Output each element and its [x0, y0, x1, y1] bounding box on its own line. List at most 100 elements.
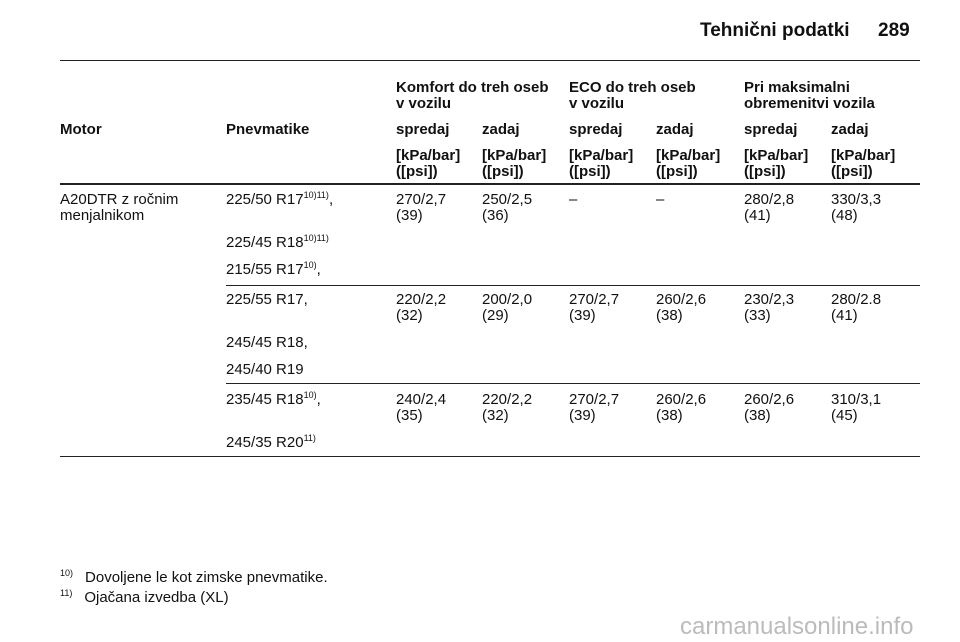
- unit-header-line: ([psi]): [831, 163, 873, 180]
- motor-line: menjalnikom: [60, 207, 145, 224]
- pressure-cell-line: 240/2,4: [396, 391, 447, 408]
- pressure-cell-line: 270/2,7: [569, 291, 620, 308]
- group-header: ECO do treh oseb v vozilu: [569, 80, 696, 112]
- column-label: zadaj: [482, 121, 520, 138]
- pressure-cell-line: (41): [831, 307, 858, 324]
- tire-size: 235/45 R1810),: [226, 391, 321, 408]
- pressure-cell-line: (38): [744, 407, 771, 424]
- group-header-line: obremenitvi vozila: [744, 95, 875, 112]
- motor: A20DTR z ročnim menjalnikom: [60, 192, 178, 224]
- group-header-line: ECO do treh oseb: [569, 79, 696, 96]
- motor-line: A20DTR z ročnim: [60, 191, 179, 208]
- unit-header: [kPa/bar] ([psi]): [396, 148, 460, 180]
- unit-header: [kPa/bar] ([psi]): [831, 148, 895, 180]
- pressure-cell-line: 260/2,6: [656, 391, 707, 408]
- group-header: Komfort do treh oseb v vozilu: [396, 80, 549, 112]
- pressure-cell: 280/2.8 (41): [831, 292, 881, 324]
- pressure-cell-line: (41): [744, 207, 771, 224]
- pressure-cell: 260/2,6 (38): [656, 392, 706, 424]
- pressure-cell-line: (29): [482, 307, 509, 324]
- tire-text: 245/45 R18,: [226, 334, 308, 351]
- tire-size: 245/40 R19: [226, 362, 304, 378]
- pressure-cell: 220/2,2 (32): [482, 392, 532, 424]
- pressure-cell: –: [569, 192, 577, 208]
- tire-text: 225/45 R18: [226, 234, 304, 251]
- pressure-cell-line: (32): [482, 407, 509, 424]
- page-title: Tehnični podatki: [700, 20, 850, 41]
- pressure-cell: 270/2,7 (39): [396, 192, 446, 224]
- group-header-line: v vozilu: [396, 95, 452, 112]
- column-label: spredaj: [396, 121, 450, 138]
- group-header: Pri maksimalni obremenitvi vozila: [744, 80, 875, 112]
- pressure-cell-line: 280/2.8: [831, 291, 882, 308]
- rule: [60, 60, 920, 61]
- column-header: zadaj: [831, 122, 869, 138]
- pressure-cell-line: (33): [744, 307, 771, 324]
- tire-suffix: ,: [328, 191, 334, 208]
- unit-header-line: ([psi]): [482, 163, 524, 180]
- unit-header: [kPa/bar] ([psi]): [569, 148, 633, 180]
- pressure-cell: 260/2,6 (38): [656, 292, 706, 324]
- column-header: Pnevmatike: [226, 122, 309, 138]
- pressure-cell-line: 280/2,8: [744, 191, 795, 208]
- pressure-cell: 250/2,5 (36): [482, 192, 532, 224]
- rule: [60, 183, 920, 185]
- page-number: 289: [878, 20, 910, 41]
- pressure-cell: 330/3,3 (48): [831, 192, 881, 224]
- unit-header-line: [kPa/bar]: [656, 147, 721, 164]
- tire-text: 225/50 R17: [226, 191, 304, 208]
- tire-text: 215/55 R17: [226, 261, 304, 278]
- pressure-cell: 260/2,6 (38): [744, 392, 794, 424]
- rule: [60, 456, 920, 457]
- tire-size: 225/55 R17,: [226, 292, 308, 308]
- column-header: spredaj: [396, 122, 449, 138]
- tire-text: 235/45 R18: [226, 391, 304, 408]
- footnote-mark: 11): [60, 588, 73, 598]
- tire-size: 245/35 R2011): [226, 434, 316, 451]
- unit-header-line: [kPa/bar]: [744, 147, 809, 164]
- unit-header-line: ([psi]): [656, 163, 698, 180]
- column-label: spredaj: [569, 121, 623, 138]
- pressure-cell-line: –: [569, 191, 578, 208]
- pressure-cell-line: 220/2,2: [396, 291, 447, 308]
- rule: [226, 285, 920, 286]
- group-header-line: Pri maksimalni: [744, 79, 850, 96]
- pressure-cell-line: 260/2,6: [656, 291, 707, 308]
- column-header: spredaj: [569, 122, 622, 138]
- column-label: zadaj: [831, 121, 869, 138]
- footnote-ref: 10): [303, 260, 317, 270]
- footnote-text: Dovoljene le kot zimske pnevmatike.: [85, 569, 328, 586]
- pressure-cell: 230/2,3 (33): [744, 292, 794, 324]
- pressure-cell-line: (39): [569, 407, 596, 424]
- tire-text: 245/35 R20: [226, 434, 304, 451]
- pressure-cell: –: [656, 192, 664, 208]
- column-header: spredaj: [744, 122, 797, 138]
- rule: [226, 383, 920, 384]
- pressure-cell-line: 230/2,3: [744, 291, 795, 308]
- tire-suffix: ,: [316, 391, 321, 408]
- footnote: 11) Ojačana izvedba (XL): [60, 588, 229, 606]
- pressure-cell-line: 330/3,3: [831, 191, 882, 208]
- unit-header: [kPa/bar] ([psi]): [656, 148, 720, 180]
- pressure-cell-line: 200/2,0: [482, 291, 533, 308]
- column-header: zadaj: [656, 122, 694, 138]
- unit-header-line: ([psi]): [744, 163, 786, 180]
- pressure-cell-line: (48): [831, 207, 858, 224]
- pressure-cell-line: 260/2,6: [744, 391, 795, 408]
- unit-header-line: [kPa/bar]: [831, 147, 896, 164]
- column-label: spredaj: [744, 121, 798, 138]
- pressure-cell-line: 250/2,5: [482, 191, 533, 208]
- column-header: Motor: [60, 122, 102, 138]
- tire-suffix: ,: [316, 261, 321, 278]
- pressure-cell-line: (39): [396, 207, 423, 224]
- pressure-cell-line: (38): [656, 307, 683, 324]
- pressure-cell: 310/3,1 (45): [831, 392, 881, 424]
- unit-header-line: ([psi]): [396, 163, 438, 180]
- pressure-cell-line: (36): [482, 207, 509, 224]
- pressure-cell-line: (32): [396, 307, 423, 324]
- column-label: zadaj: [656, 121, 694, 138]
- footnote-ref: 10)11): [303, 190, 329, 200]
- column-label: Motor: [60, 121, 102, 138]
- tire-size: 215/55 R1710),: [226, 260, 321, 278]
- tire-size: 225/50 R1710)11),: [226, 190, 334, 208]
